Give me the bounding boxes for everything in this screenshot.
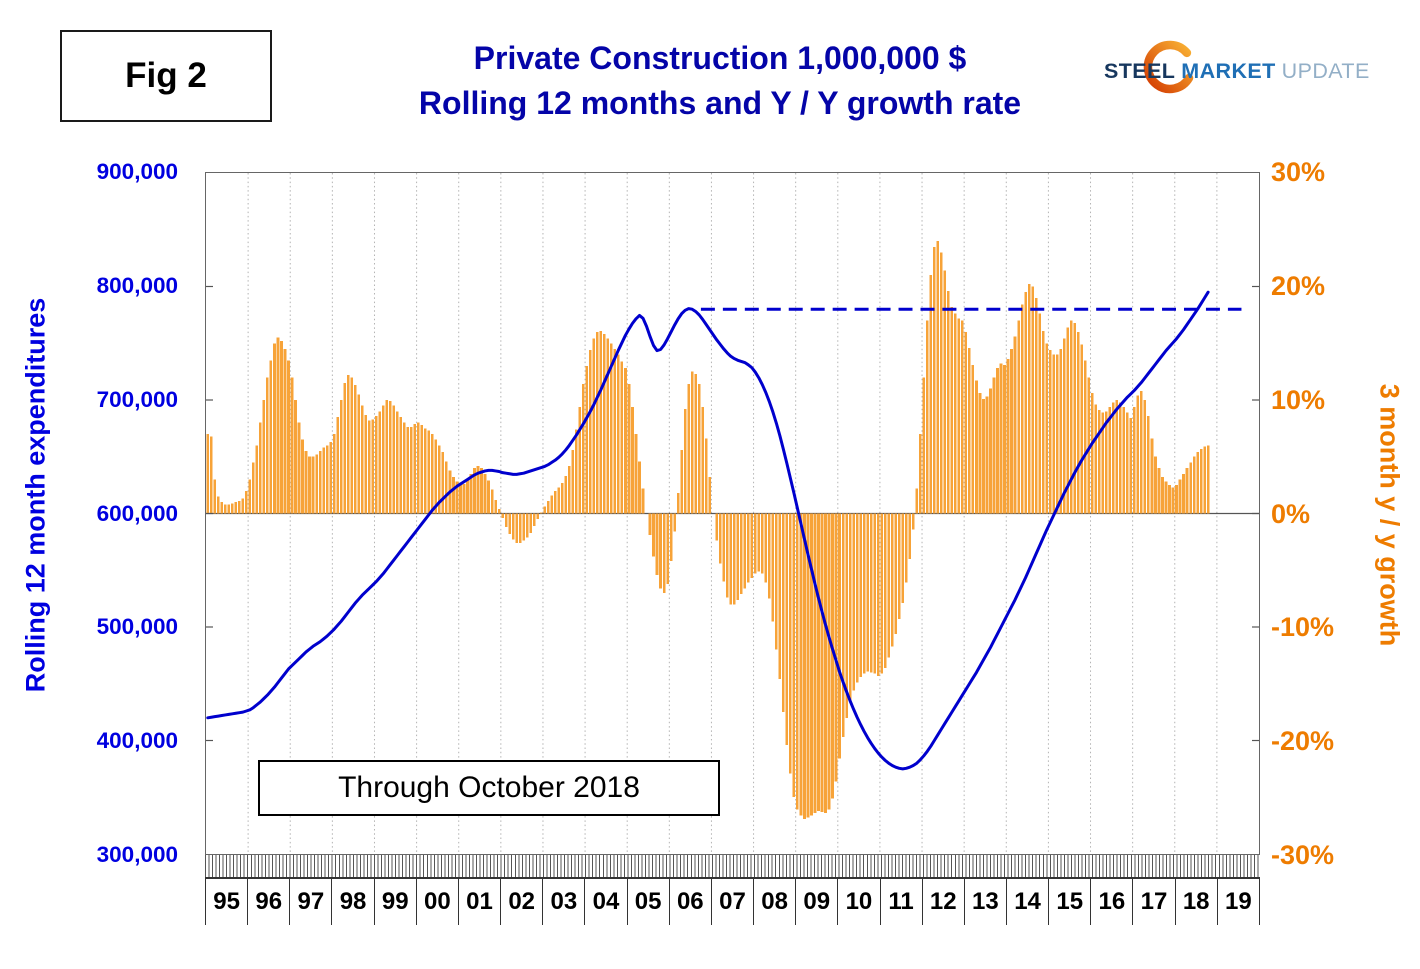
x-axis-year-label: 03	[543, 879, 586, 925]
x-axis-year-label: 15	[1049, 879, 1092, 925]
logo-text: STEEL MARKET UPDATE	[1104, 59, 1370, 84]
x-axis-year-label: 19	[1218, 879, 1260, 925]
right-axis-tick-label: -30%	[1271, 840, 1335, 870]
x-axis-year-label: 98	[332, 879, 375, 925]
logo-word-steel: STEEL	[1104, 59, 1176, 83]
right-axis-tick-label: 10%	[1271, 384, 1326, 415]
left-axis-tick-label: 300,000	[96, 842, 178, 867]
x-axis-year-label: 96	[248, 879, 291, 925]
right-axis-tick-label: -10%	[1271, 612, 1335, 643]
page-title: Private Construction 1,000,000 $ Rolling…	[350, 36, 1090, 126]
logo-swoosh-icon	[1143, 40, 1194, 94]
left-axis-tick-label: 700,000	[96, 386, 178, 412]
x-axis-year-label: 01	[459, 879, 502, 925]
plot-area	[205, 172, 1260, 855]
x-axis-year-label: 08	[754, 879, 797, 925]
x-axis-year-label: 02	[501, 879, 544, 925]
x-axis-year-label: 12	[923, 879, 965, 925]
logo-word-market: MARKET	[1181, 59, 1276, 83]
left-axis-tick-label: 500,000	[96, 614, 178, 640]
x-axis-year-label: 99	[375, 879, 417, 925]
chart-plot-svg	[206, 173, 1259, 854]
x-axis-year-label: 17	[1133, 879, 1176, 925]
x-axis-year-labels: 95 96 97 98 99 00 01 02 03 04 05 06 07 08 09 10 11 12 13 14…	[205, 877, 1260, 925]
x-axis-year-label: 14	[1007, 879, 1050, 925]
steel-market-update-logo: STEEL MARKET UPDATE	[1104, 38, 1394, 102]
growth-bars-series	[206, 241, 1210, 819]
x-axis-year-label: 11	[881, 879, 923, 925]
left-axis-tick-label: 800,000	[96, 272, 178, 298]
right-axis-tick-label: 0%	[1271, 498, 1311, 529]
left-axis-tick-label: 600,000	[96, 500, 178, 526]
annotation-text: Through October 2018	[338, 771, 640, 804]
axis-tick-marks	[206, 285, 1259, 742]
chart-title-line1: Private Construction 1,000,000 $	[473, 40, 967, 76]
x-axis-year-label: 16	[1091, 879, 1134, 925]
x-axis-year-label: 04	[585, 879, 628, 925]
monthly-tick-band	[205, 855, 1260, 877]
right-axis-tick-label: 20%	[1271, 270, 1326, 301]
right-axis-tick-label: -20%	[1271, 726, 1335, 757]
x-axis-year-label: 00	[417, 879, 459, 925]
x-axis-year-label: 06	[670, 879, 712, 925]
right-axis-tick-label: 30%	[1271, 157, 1326, 187]
chart-title-line2: Rolling 12 months and Y / Y growth rate	[418, 85, 1022, 121]
x-axis-year-label: 18	[1176, 879, 1218, 925]
logo-word-update: UPDATE	[1281, 59, 1370, 83]
x-axis-year-label: 10	[838, 879, 881, 925]
left-axis-title: Rolling 12 month expenditures	[20, 297, 51, 693]
figure-label-box: Fig 2	[60, 30, 272, 122]
x-axis-year-label: 95	[206, 879, 249, 925]
x-axis-year-label: 05	[628, 879, 670, 925]
x-axis-year-label: 09	[796, 879, 839, 925]
left-axis-tick-label: 900,000	[96, 159, 178, 184]
figure-label: Fig 2	[125, 56, 207, 95]
x-axis-year-label: 97	[290, 879, 333, 925]
left-axis-tick-label: 400,000	[96, 728, 178, 754]
annotation-box: Through October 2018	[258, 760, 720, 816]
x-axis-year-label: 13	[965, 879, 1007, 925]
x-axis-year-label: 07	[712, 879, 755, 925]
expenditures-line-series	[206, 290, 1210, 771]
